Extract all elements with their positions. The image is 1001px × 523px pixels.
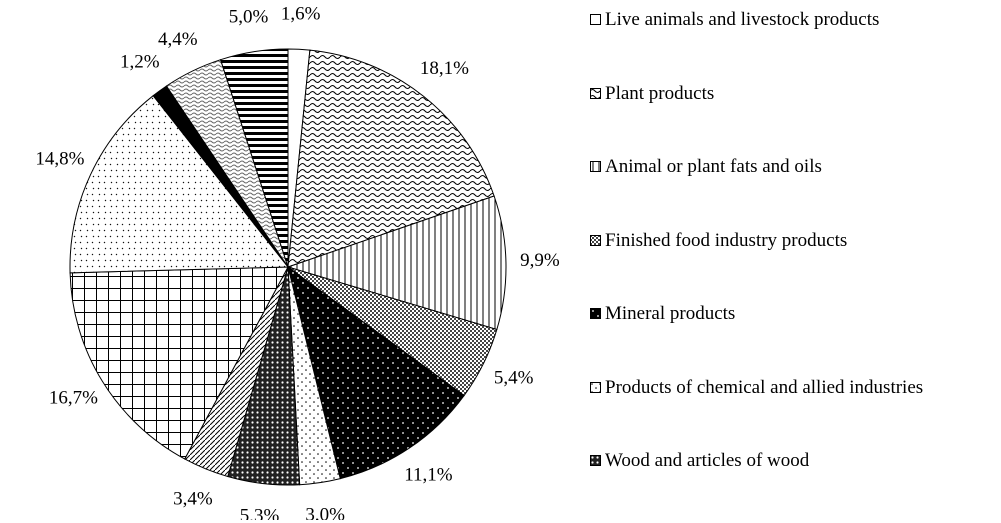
legend-swatch bbox=[590, 234, 601, 246]
pie-slice bbox=[287, 49, 495, 268]
data-label: 16,7% bbox=[49, 387, 98, 408]
pie-slice bbox=[287, 265, 465, 480]
data-label: 1,2% bbox=[120, 52, 160, 73]
data-label: 11,1% bbox=[404, 465, 453, 486]
legend-swatch bbox=[590, 87, 601, 99]
legend-label: Finished food industry products bbox=[605, 229, 848, 251]
data-label: 5,4% bbox=[494, 367, 534, 388]
legend-item: Finished food industry products bbox=[590, 229, 950, 303]
data-label: 9,9% bbox=[520, 250, 560, 271]
legend-item: Plant products bbox=[590, 82, 950, 156]
legend-item: Animal or plant fats and oils bbox=[590, 155, 950, 229]
legend-item: Products of chemical and allied industri… bbox=[590, 376, 950, 450]
legend-label: Products of chemical and allied industri… bbox=[605, 376, 924, 398]
legend-label: Live animals and livestock products bbox=[605, 9, 880, 30]
legend-swatch bbox=[590, 14, 601, 25]
legend-label: Mineral products bbox=[605, 303, 736, 324]
pie-slice bbox=[219, 48, 289, 268]
legend-label: Wood and articles of wood bbox=[605, 450, 810, 471]
pie-slice bbox=[69, 94, 290, 274]
data-label: 5,0% bbox=[229, 6, 269, 27]
data-label: 4,4% bbox=[158, 29, 198, 50]
legend-label: Plant products bbox=[605, 82, 715, 104]
legend-item: Wood and articles of wood bbox=[590, 449, 950, 523]
data-label: 3,4% bbox=[173, 489, 213, 510]
legend-swatch bbox=[590, 308, 601, 319]
legend-item: Mineral products bbox=[590, 302, 950, 376]
pie-slice bbox=[69, 266, 289, 460]
legend-label: Animal or plant fats and oils bbox=[605, 156, 822, 177]
data-label: 14,8% bbox=[35, 148, 84, 169]
legend-swatch bbox=[590, 455, 601, 466]
legend-swatch bbox=[590, 161, 601, 172]
data-label: 3,0% bbox=[305, 505, 345, 520]
data-label: 1,6% bbox=[281, 4, 321, 25]
pie-slice bbox=[286, 195, 507, 331]
data-label: 18,1% bbox=[420, 58, 469, 79]
legend: Live animals and livestock products Plant… bbox=[590, 8, 950, 523]
legend-swatch bbox=[590, 381, 601, 393]
legend-item: Live animals and livestock products bbox=[590, 8, 950, 82]
data-label: 5,3% bbox=[240, 506, 280, 520]
